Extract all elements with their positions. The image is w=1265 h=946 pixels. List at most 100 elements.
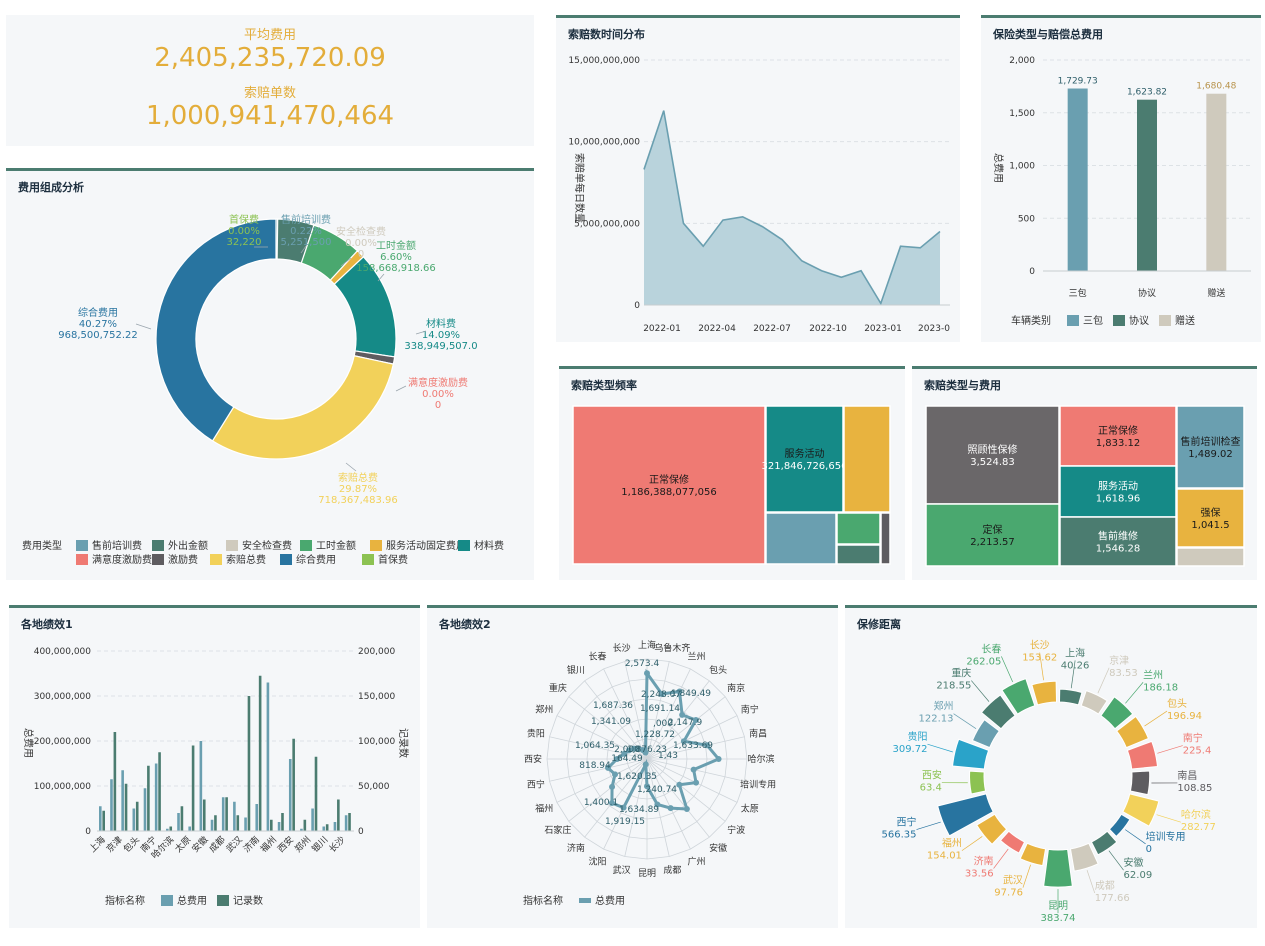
panel-title: 各地绩效2 (439, 618, 491, 631)
radial-segment (1069, 842, 1099, 872)
slice-label-value: 718,367,483.96 (318, 495, 398, 506)
radar-point (608, 799, 615, 806)
radar-axis-label: 上海 (638, 639, 656, 651)
bar (292, 738, 295, 831)
panel-title: 保险类型与赔偿总费用 (993, 28, 1103, 41)
bar (233, 801, 236, 831)
radar-axis (646, 758, 726, 822)
bar (277, 822, 281, 831)
x-tick-label: 成都 (206, 834, 227, 855)
radial-label-name: 贵阳 (907, 730, 927, 743)
slice-label-value: 0 (435, 400, 441, 411)
radar-point (654, 801, 661, 808)
leader-line (395, 385, 407, 392)
treemap-cell-label: 服务活动 (1098, 480, 1138, 493)
radial-segment (976, 813, 1008, 845)
legend-swatch (152, 554, 164, 565)
leader-line (340, 257, 352, 267)
radar-axis (556, 715, 648, 760)
leader-line (971, 680, 990, 702)
panel-title: 保修距离 (857, 618, 901, 631)
legend-label: 记录数 (233, 894, 263, 907)
radial-label-name: 重庆 (951, 667, 971, 680)
legend-swatch (210, 554, 222, 565)
bar (121, 770, 124, 831)
y2-tick-label: 100,000 (358, 737, 395, 747)
legend-swatch (300, 540, 312, 551)
y-tick-label: 0 (634, 301, 640, 311)
treemap-cell-label: 正常保修 (649, 473, 689, 486)
bar-value-label: 1,623.82 (1127, 88, 1167, 98)
avg-cost-value: 2,405,235,720.09 (154, 43, 386, 73)
legend-title: 费用类型 (22, 539, 62, 552)
donut-slice (211, 355, 395, 460)
legend-label: 总费用 (595, 894, 625, 907)
legend-label: 售前培训费 (92, 539, 142, 552)
bar (1206, 93, 1227, 272)
radar-axis-label: 郑州 (535, 704, 553, 716)
panel-title: 费用组成分析 (18, 181, 84, 194)
radar-point (625, 747, 632, 754)
legend-swatch (362, 554, 374, 565)
insurance-type-panel: 保险类型与赔偿总费用 0 500 1,000 1,500 2,000 总费用 1,729.7… (981, 15, 1261, 342)
radar-axis (646, 668, 691, 760)
radar-axis-label: 广州 (687, 856, 705, 868)
radial-label-name: 安徽 (1124, 856, 1144, 869)
bar (188, 826, 191, 831)
legend-label: 综合费用 (296, 553, 336, 566)
legend-label: 赠送 (1175, 314, 1195, 327)
y2-tick-label: 200,000 (358, 647, 395, 657)
slice-label-pct: 0.00% (422, 389, 454, 400)
bar (337, 799, 340, 831)
radar-axis-label: 乌鲁木齐 (654, 642, 690, 654)
radar-value-label: 1,633.69 (673, 741, 713, 751)
radar-value-label: 1,687.36 (593, 701, 633, 711)
panel-title: 索赔类型频率 (571, 379, 637, 392)
leader-line (135, 323, 152, 330)
radar-point (642, 749, 649, 756)
radar-point (620, 804, 627, 811)
panel-title: 索赔数时间分布 (568, 28, 645, 41)
legend-title: 指标名称 (523, 894, 563, 907)
radar-axis-label: 西安 (524, 753, 542, 765)
leader-line (1125, 682, 1144, 704)
slice-label-value: 32,220 (227, 237, 262, 248)
radial-label-value: 33.56 (965, 868, 994, 879)
radar-point (642, 761, 649, 768)
x-tick-label: 京津 (104, 834, 125, 855)
radar-value-label: 1,691.14 (640, 704, 680, 714)
radial-label-name: 哈尔滨 (1181, 808, 1211, 821)
area-fill (644, 110, 940, 305)
legend-label: 激励费 (168, 553, 198, 566)
radar-axis-label: 贵阳 (527, 728, 545, 740)
claim-frequency-panel: 索赔类型频率 正常保修 1,186,388,077,056 服务活动 321,846,… (559, 366, 905, 580)
bar (202, 799, 206, 831)
radar-value-label: 1,341.09 (591, 717, 631, 727)
y-axis-title: 总费用 (22, 728, 35, 758)
radial-label-value: 225.4 (1183, 746, 1212, 757)
radar-value-label: 1,240.74 (637, 785, 677, 795)
radar-axis-label: 哈尔滨 (747, 753, 774, 765)
slice-label-value: 158,668,918.66 (356, 263, 436, 274)
x-tick-label: 郑州 (292, 834, 313, 855)
y-tick-label: 10,000,000,000 (568, 138, 640, 148)
leader-line (1157, 745, 1183, 754)
bar (236, 815, 240, 831)
legend-label: 材料费 (474, 539, 504, 552)
radar-value-label: 1,634.89 (619, 805, 659, 815)
radar-axis-label: 安徽 (709, 842, 727, 854)
radar-axis (646, 680, 710, 760)
radial-label-value: 566.35 (882, 830, 917, 841)
radar-axis-label: 长沙 (613, 642, 631, 654)
radial-segment (1129, 770, 1151, 796)
radar-point (605, 764, 612, 771)
radar-value-label: 2,573.4 (625, 659, 660, 669)
radar-axis-label: 成都 (663, 864, 681, 876)
radial-segment (1080, 690, 1108, 715)
radar-axis (646, 715, 738, 760)
treemap-cell (843, 405, 891, 513)
radar-axis-label: 长春 (589, 650, 607, 662)
radar-point (614, 756, 620, 762)
x-tick-label: 2022-04 (698, 324, 736, 334)
bar (322, 826, 326, 831)
